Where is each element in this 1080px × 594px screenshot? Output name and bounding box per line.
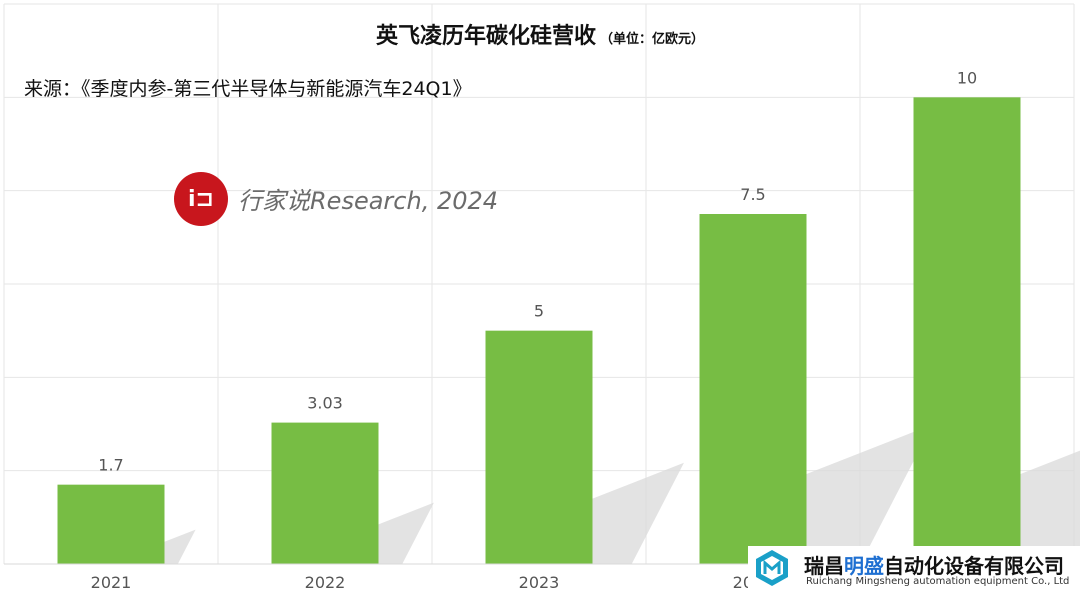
data-label: 1.7 <box>98 456 123 475</box>
x-tick-label: 2023 <box>519 573 560 592</box>
bar-shadow <box>1020 450 1080 564</box>
chart-unit: （单位：亿欧元） <box>600 32 705 47</box>
bar-shadow <box>806 424 933 564</box>
company-english-name: Ruichang Mingsheng automation equipment … <box>806 576 1070 587</box>
company-logo-icon <box>756 550 788 586</box>
bar-shadow <box>164 529 196 564</box>
company-watermark <box>748 546 1080 594</box>
company-name-highlight: 明盛 <box>844 554 884 578</box>
bar-shadow <box>378 502 434 564</box>
bar <box>57 484 165 564</box>
x-tick-label: 2022 <box>305 573 346 592</box>
data-label: 5 <box>534 302 544 321</box>
company-name: 瑞昌明盛自动化设备有限公司 <box>804 550 1064 579</box>
brand-logo-icon: i⊐ <box>174 172 228 226</box>
bar <box>271 422 379 564</box>
x-tick-label: 2021 <box>91 573 132 592</box>
data-label: 3.03 <box>307 394 343 413</box>
chart-title: 英飞凌历年碳化硅营收 （单位：亿欧元） <box>0 18 1080 50</box>
bar <box>913 97 1021 564</box>
chart-title-text: 英飞凌历年碳化硅营收 <box>375 24 596 49</box>
brand-watermark-text: 行家说Research, 2024 <box>238 187 499 215</box>
bar <box>699 214 807 564</box>
bar <box>485 330 593 564</box>
company-name-prefix: 瑞昌 <box>804 554 844 578</box>
company-name-suffix: 自动化设备有限公司 <box>884 554 1064 578</box>
bar-shadow <box>592 462 684 564</box>
source-note: 来源：《季度内参-第三代半导体与新能源汽车24Q1》 <box>24 78 472 100</box>
data-label: 7.5 <box>740 185 765 204</box>
data-label: 10 <box>957 68 977 87</box>
